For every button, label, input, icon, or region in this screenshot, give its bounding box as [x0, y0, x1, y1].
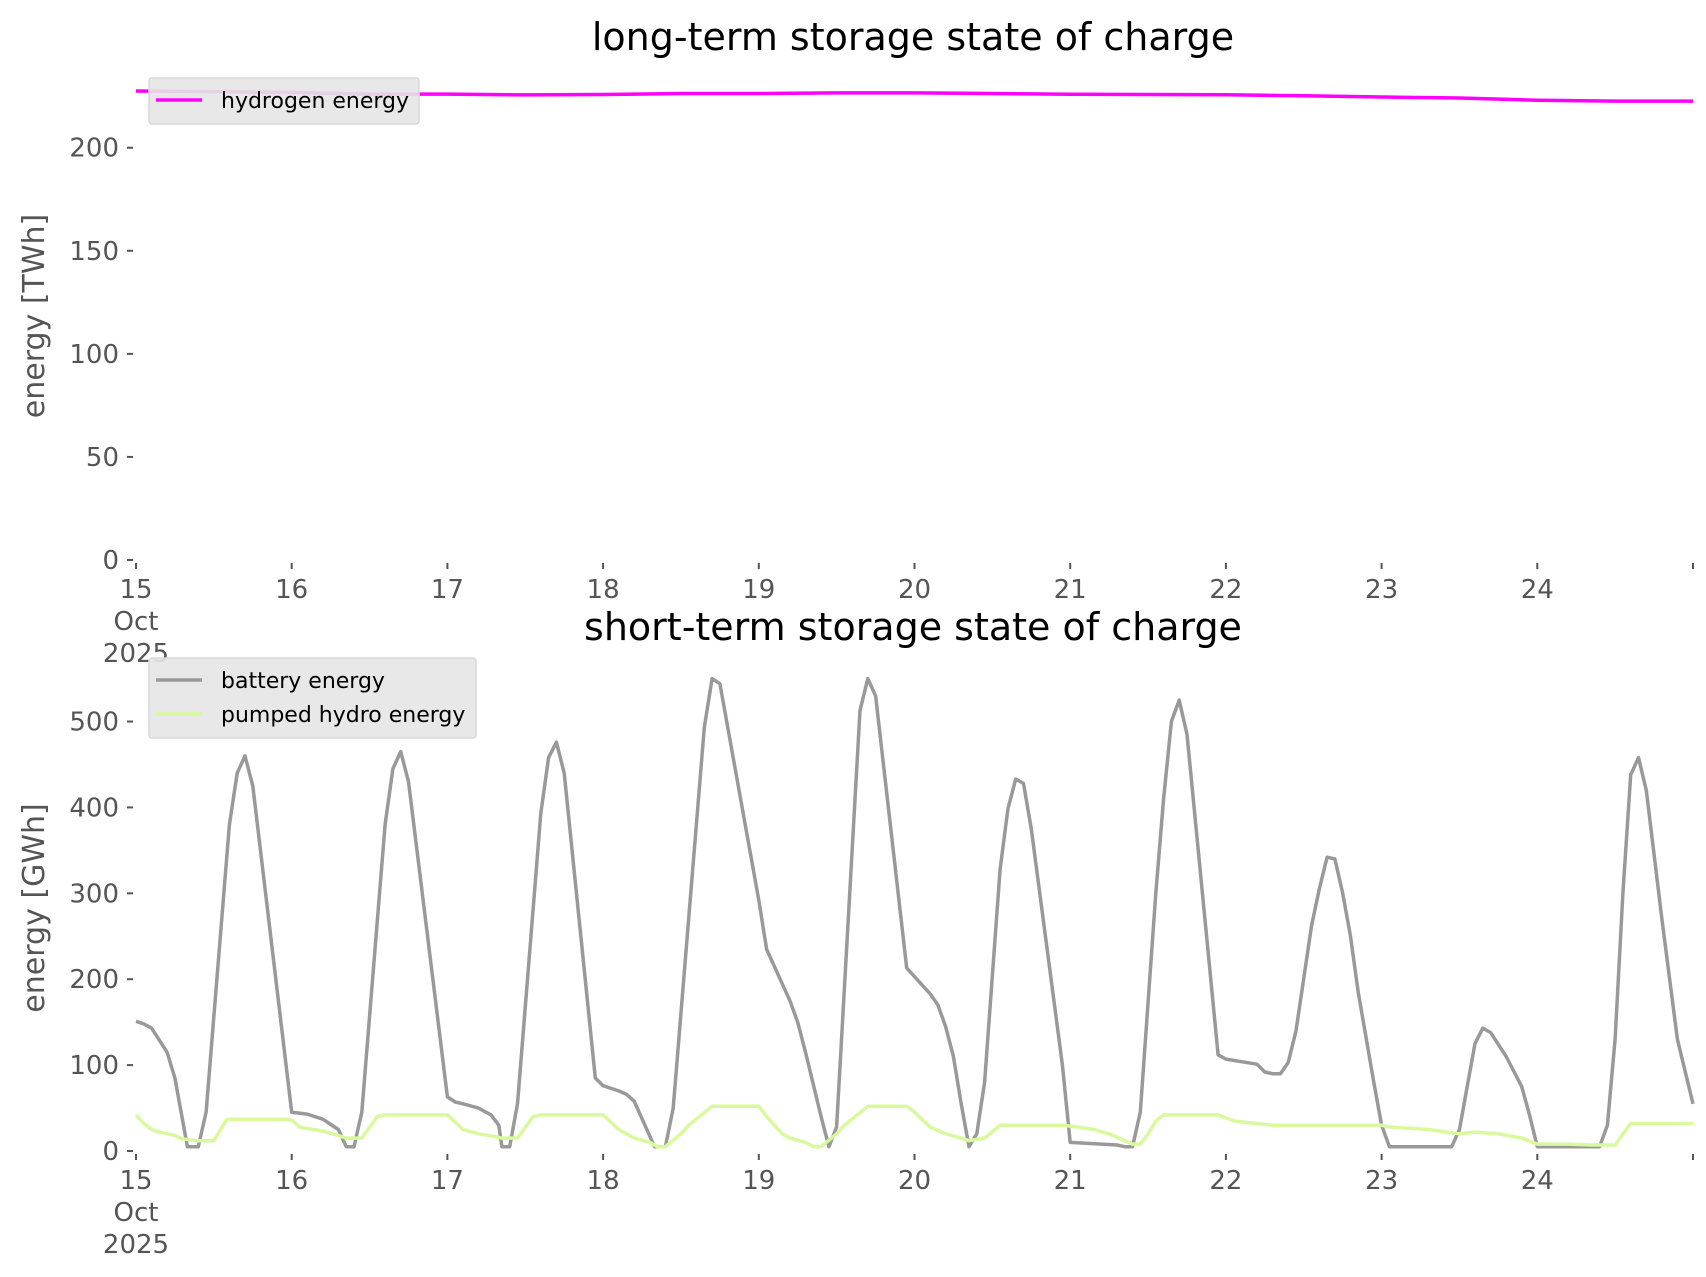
y-tick-label: 150: [69, 237, 119, 267]
legend-box: [148, 77, 420, 125]
short-term-chart: short-term storage state of charge 15 Oct…: [17, 605, 1695, 1260]
x-tick-label: 20: [898, 575, 931, 605]
y-tick-label: 100: [69, 1051, 119, 1081]
x-tick-label: 22: [1209, 1166, 1242, 1196]
x-tick-label: 16: [275, 575, 308, 605]
long-term-chart: long-term storage state of charge 15 Oct 2…: [17, 15, 1694, 669]
legend-box: [148, 657, 477, 739]
legend-label: battery energy: [221, 669, 385, 694]
legend: hydrogen energy: [148, 77, 420, 125]
x-axis: 15 Oct 2025 16 17 18 19 20 21 22 23 24: [103, 1154, 1694, 1260]
legend-label: hydrogen energy: [221, 89, 409, 114]
y-tick-label: 200: [69, 965, 119, 995]
x-tick-label: 24: [1521, 1166, 1554, 1196]
x-tick-label: 22: [1209, 575, 1242, 605]
y-tick-label: 50: [86, 443, 119, 473]
x-tick-label: 20: [898, 1166, 931, 1196]
x-tick-label: 19: [742, 1166, 775, 1196]
y-axis: 0 50 100 150 200: [69, 134, 133, 576]
series-line: [134, 1104, 1693, 1149]
x-tick-label: 15 Oct 2025: [103, 575, 169, 669]
legend-label: pumped hydro energy: [221, 703, 465, 728]
plot-lines: [134, 676, 1695, 1149]
y-tick-label: 0: [102, 1137, 119, 1167]
y-tick-label: 500: [69, 708, 119, 738]
chart-title: short-term storage state of charge: [584, 605, 1242, 649]
x-tick-label: 21: [1054, 575, 1087, 605]
y-axis-label: energy [TWh]: [17, 214, 52, 418]
legend: battery energy pumped hydro energy: [148, 657, 477, 739]
x-tick-label: 15 Oct 2025: [103, 1166, 169, 1260]
x-tick-label: 24: [1521, 575, 1554, 605]
x-tick-label: 23: [1365, 575, 1398, 605]
y-tick-label: 400: [69, 793, 119, 823]
chart-title: long-term storage state of charge: [592, 15, 1234, 59]
series-line: [135, 676, 1695, 1149]
y-tick-label: 200: [69, 134, 119, 164]
x-tick-label: 18: [587, 1166, 620, 1196]
x-axis: 15 Oct 2025 16 17 18 19 20 21 22 23 24: [103, 563, 1694, 669]
x-tick-label: 18: [587, 575, 620, 605]
y-tick-label: 0: [102, 546, 119, 576]
x-tick-label: 16: [275, 1166, 308, 1196]
x-tick-label: 19: [742, 575, 775, 605]
x-tick-label: 17: [431, 575, 464, 605]
x-tick-label: 23: [1365, 1166, 1398, 1196]
x-tick-label: 21: [1054, 1166, 1087, 1196]
y-tick-label: 100: [69, 340, 119, 370]
x-tick-label: 17: [431, 1166, 464, 1196]
y-tick-label: 300: [69, 879, 119, 909]
y-axis: 0 100 200 300 400 500: [69, 708, 133, 1167]
y-axis-label: energy [GWh]: [17, 803, 52, 1012]
